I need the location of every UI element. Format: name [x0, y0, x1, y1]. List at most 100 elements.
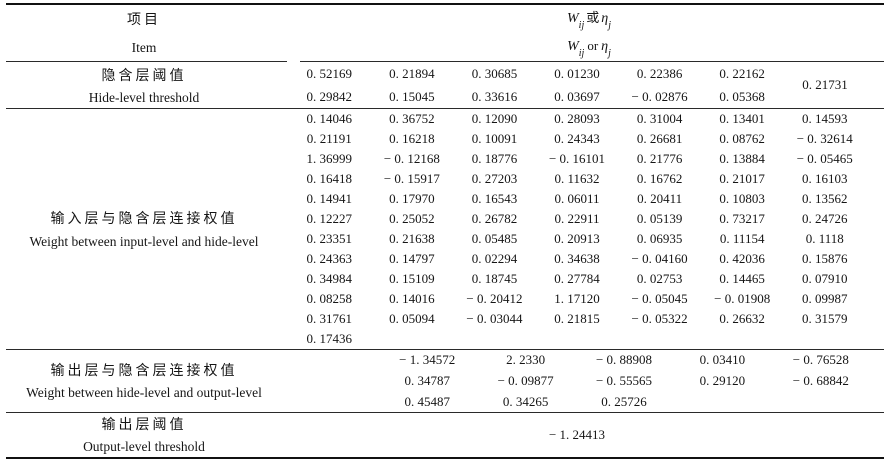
weight-value: 0. 34265	[502, 393, 549, 409]
weight-value: 2. 2330	[506, 352, 546, 368]
weight-value: 0. 14797	[389, 251, 435, 266]
weight-value: 0. 26782	[471, 211, 518, 226]
eta-symbol: η	[601, 38, 609, 54]
weight-value: 0. 45487	[404, 393, 450, 409]
weight-value: 0. 23351	[306, 231, 353, 246]
weight-value: 0. 34984	[306, 271, 353, 286]
weight-value: 0. 22911	[554, 211, 600, 226]
weight-value: − 0. 32614	[796, 131, 853, 146]
label-hide-threshold: 隐含层阈值 Hide-level threshold	[0, 62, 288, 108]
weight-value: 0. 03697	[554, 88, 600, 104]
weight-value: − 0. 68842	[792, 373, 849, 388]
weight-value: 0. 12227	[306, 211, 353, 226]
weight-value: − 0. 12168	[383, 151, 440, 166]
output-hide-weights-grid: − 1. 34572 2. 2330 − 0. 88908 0. 03410 − 0. …	[378, 350, 870, 412]
label-input-hide-weights: 输入层与隐含层连接权值 Weight between input-level a…	[0, 108, 288, 349]
weight-value: 0. 42036	[719, 251, 765, 266]
weight-value: 0. 25052	[389, 211, 435, 226]
w-subscript: ij	[578, 47, 585, 59]
or-zh: 或	[586, 10, 600, 26]
table-bottom-rule	[6, 457, 884, 459]
weight-value: 0. 01230	[554, 65, 600, 81]
weight-value: 0. 17436	[306, 331, 353, 346]
label-hide-threshold-en: Hide-level threshold	[88, 89, 200, 105]
table-row: 0. 08258 0. 14016 − 0. 20412 1. 17120 − 0. 0…	[288, 289, 866, 309]
header-rule-right	[300, 61, 884, 62]
weight-value: 0. 73217	[719, 211, 765, 226]
weight-value: 0. 18745	[471, 271, 518, 286]
weight-value: 0. 20913	[554, 231, 600, 246]
weight-value: 0. 1118	[805, 231, 844, 246]
table-row: 0. 34787 − 0. 09877 − 0. 55565 0. 29120 − 0.…	[378, 371, 870, 392]
header-rule-left	[6, 61, 287, 62]
eta-subscript: j	[608, 47, 611, 59]
weight-value: 0. 52169	[306, 65, 353, 81]
weight-value: 0. 25726	[601, 393, 647, 409]
weight-value: 0. 21731	[802, 77, 848, 92]
label-output-hide-zh: 输出层与隐含层连接权值	[50, 364, 238, 379]
hide-threshold-grid: 0. 52169 0. 21894 0. 30685 0. 01230 0. 22386…	[288, 62, 866, 108]
weight-value: 0. 05139	[636, 211, 683, 226]
table-row: 0. 21191 0. 16218 0. 10091 0. 24343 0. 26681…	[288, 129, 866, 149]
input-hide-weights-grid: 0. 14046 0. 36752 0. 12090 0. 28093 0. 31004…	[288, 109, 866, 349]
table-row: 0. 34984 0. 15109 0. 18745 0. 27784 0. 02753…	[288, 269, 866, 289]
weight-value: − 0. 05465	[796, 151, 853, 166]
weight-value: 0. 06011	[554, 191, 600, 206]
weight-value: 0. 28093	[554, 111, 600, 126]
header-formula-zh: Wij或 ηj	[567, 7, 611, 31]
table-row: 0. 52169 0. 21894 0. 30685 0. 01230 0. 22386…	[288, 62, 866, 85]
table-row: − 1. 34572 2. 2330 − 0. 88908 0. 03410 − 0. …	[378, 350, 870, 371]
weight-value: 0. 31579	[802, 311, 848, 326]
weight-value: 0. 05485	[471, 231, 518, 246]
weight-value: 0. 15876	[802, 251, 848, 266]
table-row: 0. 14941 0. 17970 0. 16543 0. 06011 0. 20411…	[288, 189, 866, 209]
weight-value: 0. 21017	[719, 171, 765, 186]
table-row: 0. 17436	[288, 329, 866, 349]
weight-value: 1. 17120	[554, 291, 600, 306]
weight-value: 0. 16762	[636, 171, 683, 186]
weight-value: 0. 26681	[636, 131, 683, 146]
weight-value: 0. 24363	[306, 251, 353, 266]
weight-value: 0. 14016	[389, 291, 435, 306]
weight-value: 0. 14593	[802, 111, 848, 126]
label-output-threshold-en: Output-level threshold	[83, 438, 205, 454]
weight-value: 0. 21776	[636, 151, 683, 166]
weight-value: − 0. 03044	[466, 311, 523, 326]
weight-value: 0. 34787	[404, 373, 450, 388]
weight-value: 0. 14465	[719, 271, 765, 286]
weight-value: 0. 30685	[471, 65, 518, 81]
weight-value: − 0. 02876	[631, 88, 688, 104]
weight-value: 0. 07910	[802, 271, 848, 286]
weight-value: 0. 20411	[637, 191, 683, 206]
label-input-hide-zh: 输入层与隐含层连接权值	[50, 211, 238, 227]
weight-value: 0. 27203	[471, 171, 518, 186]
weight-value: 0. 13401	[719, 111, 765, 126]
w-symbol: W	[567, 38, 579, 54]
label-hide-threshold-zh: 隐含层阈值	[101, 68, 187, 84]
weight-value: 0. 27784	[554, 271, 600, 286]
weight-value: 0. 21191	[306, 131, 352, 146]
weight-value: 0. 29842	[306, 88, 353, 104]
weight-value: 0. 10091	[471, 131, 518, 146]
weight-value: − 0. 16101	[548, 151, 606, 166]
table-row: 0. 12227 0. 25052 0. 26782 0. 22911 0. 05139…	[288, 209, 866, 229]
section-rule-3	[6, 412, 884, 413]
weight-value: 0. 34638	[554, 251, 600, 266]
weight-value: 0. 15109	[389, 271, 435, 286]
weight-value: 0. 09987	[802, 291, 848, 306]
table-row: 1. 36999 − 0. 12168 0. 18776 − 0. 16101 0. 2…	[288, 149, 866, 169]
weight-value: 0. 21815	[554, 311, 600, 326]
w-symbol: W	[567, 11, 579, 27]
weight-value: 0. 16103	[802, 171, 848, 186]
weight-value: − 0. 05045	[631, 291, 688, 306]
table-row: 0. 31761 0. 05094 − 0. 03044 0. 21815 − 0. 0…	[288, 309, 866, 329]
weight-value: − 0. 01908	[714, 291, 771, 306]
weight-value: 0. 13884	[719, 151, 765, 166]
label-output-hide-en: Weight between hide-level and output-lev…	[26, 385, 262, 400]
weight-value: − 0. 20412	[466, 291, 523, 306]
weight-value: 0. 06935	[636, 231, 683, 246]
section-rule-1	[6, 108, 884, 109]
weight-value: 0. 16418	[306, 171, 353, 186]
table-row: 0. 45487 0. 34265 0. 25726	[378, 391, 870, 412]
